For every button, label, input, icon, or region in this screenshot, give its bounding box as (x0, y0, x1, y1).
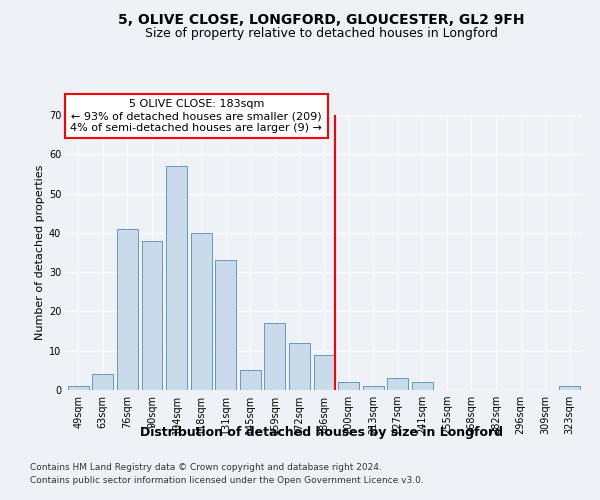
Bar (142, 240, 163, 390)
Text: Size of property relative to detached houses in Longford: Size of property relative to detached ho… (145, 28, 497, 40)
Bar (387, 378, 408, 390)
Bar (240, 370, 261, 390)
Bar (559, 386, 580, 390)
Text: Contains public sector information licensed under the Open Government Licence v3: Contains public sector information licen… (30, 476, 424, 485)
Text: 5 OLIVE CLOSE: 183sqm
← 93% of detached houses are smaller (209)
4% of semi-deta: 5 OLIVE CLOSE: 183sqm ← 93% of detached … (70, 100, 322, 132)
Bar (265, 323, 286, 390)
Bar (362, 386, 383, 390)
Bar (215, 260, 236, 390)
Y-axis label: Number of detached properties: Number of detached properties (35, 165, 44, 340)
Bar (314, 354, 334, 390)
Text: Distribution of detached houses by size in Longford: Distribution of detached houses by size … (139, 426, 503, 439)
Bar (191, 233, 212, 390)
Text: 5, OLIVE CLOSE, LONGFORD, GLOUCESTER, GL2 9FH: 5, OLIVE CLOSE, LONGFORD, GLOUCESTER, GL… (118, 12, 524, 26)
Bar (68, 386, 89, 390)
Bar (166, 166, 187, 390)
Bar (338, 382, 359, 390)
Text: Contains HM Land Registry data © Crown copyright and database right 2024.: Contains HM Land Registry data © Crown c… (30, 464, 382, 472)
Bar (289, 343, 310, 390)
Bar (412, 382, 433, 390)
Bar (117, 229, 138, 390)
Bar (92, 374, 113, 390)
